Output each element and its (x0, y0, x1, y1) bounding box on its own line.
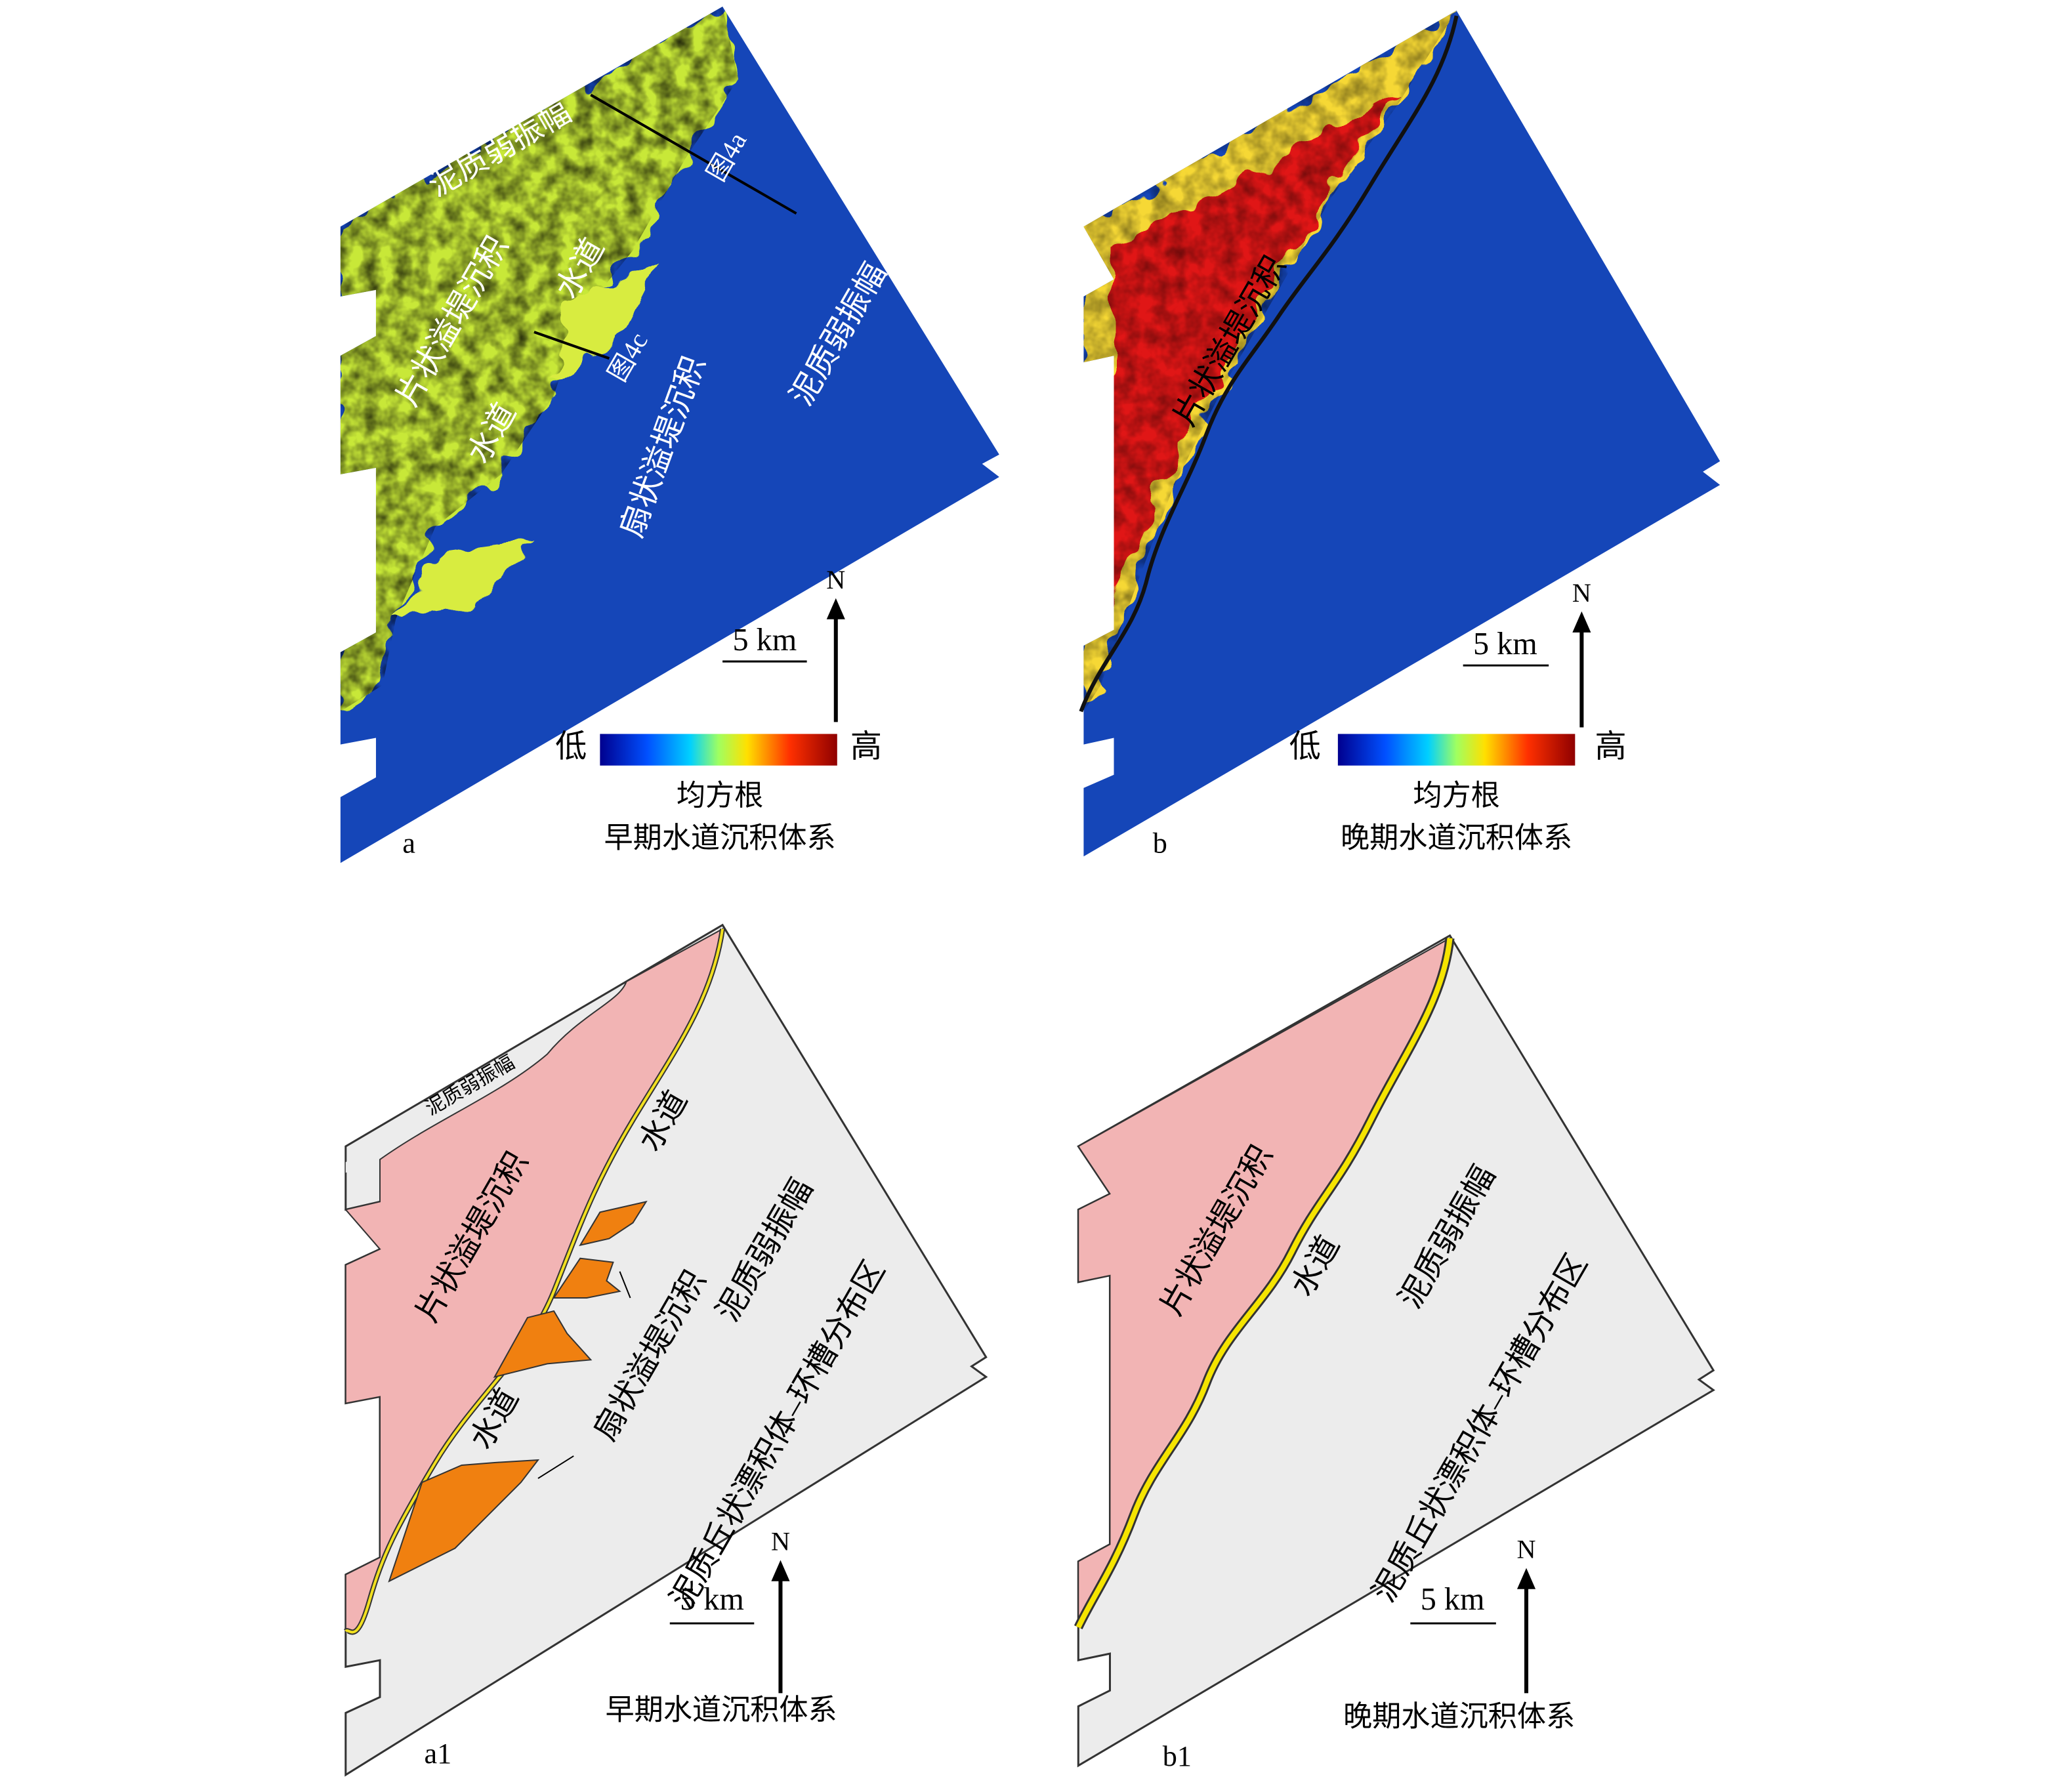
panel-letter: b1 (1163, 1740, 1192, 1772)
caption: 早期水道沉积体系 (605, 1694, 837, 1726)
caption: 晚期水道沉积体系 (1343, 1701, 1575, 1733)
scale-label: 5 km (1473, 627, 1537, 661)
scale-label: 5 km (732, 623, 797, 657)
north-arrow-head (1572, 611, 1591, 633)
legend-low: 低 (1289, 730, 1321, 764)
fan (553, 1257, 621, 1299)
legend-title: 均方根 (677, 780, 763, 812)
scale-label: 5 km (1421, 1582, 1485, 1617)
panel-letter: b (1153, 827, 1167, 859)
fan (388, 1459, 540, 1583)
mud-zone (345, 1014, 607, 1173)
fan (579, 1200, 648, 1247)
caption: 晚期水道沉积体系 (1341, 822, 1572, 854)
color-bar (600, 734, 837, 766)
panel-letter: a1 (425, 1738, 452, 1770)
north-label: N (1572, 578, 1591, 608)
north-label: N (1517, 1535, 1536, 1564)
north-arrow-head (771, 1560, 790, 1581)
texture (1083, 10, 1457, 712)
channel (1079, 15, 1459, 713)
section-line (533, 331, 610, 360)
texture (340, 7, 739, 712)
arrow (619, 1271, 631, 1299)
north-arrow-head (1516, 1568, 1536, 1589)
fan (493, 1310, 593, 1378)
caption: 早期水道沉积体系 (604, 822, 835, 854)
color-bar (1337, 734, 1576, 766)
north-arrow-head (826, 598, 845, 619)
legend-high: 高 (850, 730, 882, 764)
legend-high: 高 (1595, 730, 1626, 764)
fan-zone (396, 540, 534, 619)
legend-title: 均方根 (1413, 780, 1499, 812)
panel-letter: a (402, 827, 415, 859)
section-line (590, 93, 797, 215)
arrow (537, 1455, 574, 1479)
north-label: N (826, 565, 845, 594)
channel (1075, 938, 1453, 1629)
legend-low: 低 (555, 730, 587, 764)
north-label: N (771, 1527, 790, 1556)
scale-label: 5 km (680, 1582, 744, 1617)
fan-zone (554, 263, 659, 383)
